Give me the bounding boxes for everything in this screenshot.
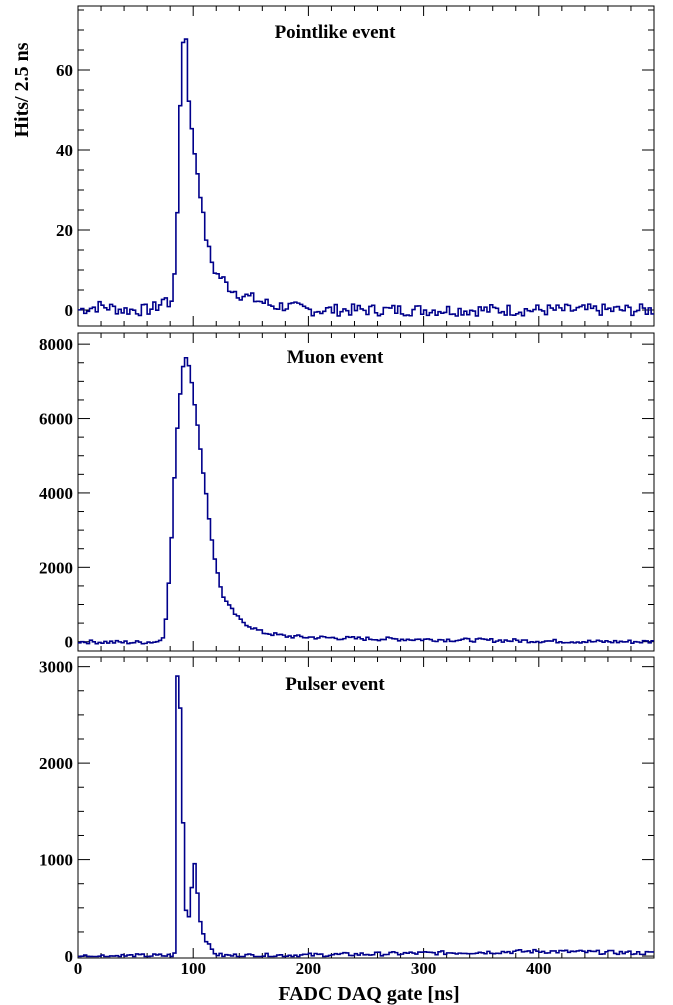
y-tick-label: 60 [56,61,73,80]
histogram-trace [78,38,654,317]
histogram-trace [78,675,654,958]
panel-3: 0 1000 2000 3000 0 100 200 300 400 Pulser event [39,656,655,978]
histogram-trace [78,356,654,645]
plot-frame [77,332,655,652]
panel-2: 0 2000 4000 6000 8000 Muon event [39,332,655,652]
panel-title: Pulser event [285,674,385,695]
panel-title: Muon event [287,347,384,368]
y-tick-label: 0 [65,633,74,652]
y-tick-label: 4000 [39,484,73,503]
panel-title: Pointlike event [275,22,397,43]
y-tick-label: 1000 [39,851,73,870]
y-tick-label: 6000 [39,410,73,429]
y-tick-label: 20 [56,221,73,240]
x-tick-label: 300 [411,959,437,978]
panel-1: 0 20 40 60 Pointlike event [56,5,655,327]
y-axis-title: Hits/ 2.5 ns [11,42,33,137]
x-axis-title: FADC DAQ gate [ns] [278,983,459,1005]
x-tick-label: 400 [526,959,552,978]
x-tick-label: 200 [296,959,322,978]
y-tick-label: 3000 [39,658,73,677]
y-tick-label: 8000 [39,335,73,354]
plot-frame [77,5,655,327]
y-tick-label: 40 [56,141,73,160]
x-tick-label: 100 [180,959,206,978]
y-tick-label: 2000 [39,754,73,773]
x-tick-label: 0 [74,959,83,978]
y-tick-label: 2000 [39,558,73,577]
y-tick-label: 0 [65,301,74,320]
y-tick-label: 0 [65,947,74,966]
plot-frame [77,656,655,959]
